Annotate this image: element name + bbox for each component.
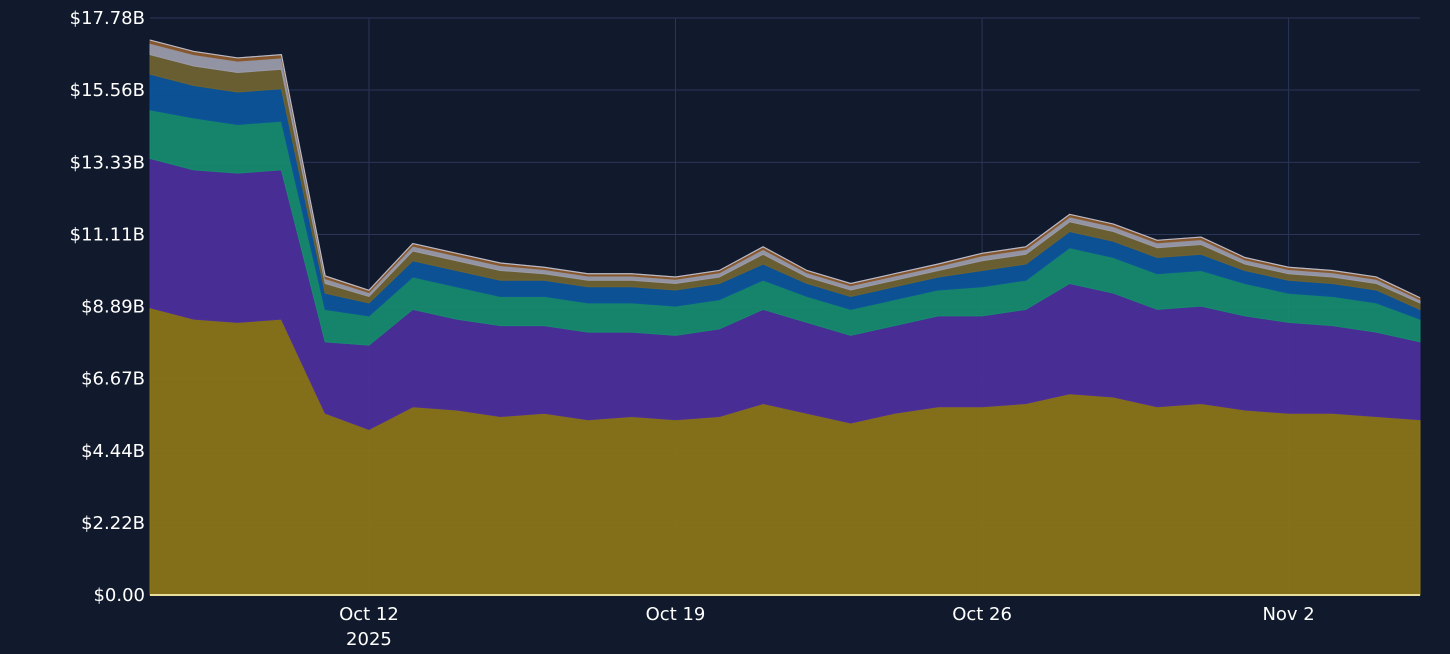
x-tick-sublabel: 2025 [346,629,392,650]
y-tick-label: $6.67B [81,369,145,390]
x-tick-label: Oct 26 [952,604,1012,625]
y-tick-label: $15.56B [70,80,145,101]
axis-layer: $0.00 $2.22B $4.44B $6.67B $8.89B $11.11B $13.… [70,8,1420,650]
y-tick-label: $0.00 [93,585,145,606]
area-layer [149,39,1421,596]
x-tick-label: Oct 19 [646,604,706,625]
y-tick-label: $4.44B [81,441,145,462]
y-tick-label: $13.33B [70,152,145,173]
y-tick-label: $17.78B [70,8,145,29]
x-tick-label: Nov 2 [1262,604,1314,625]
y-tick-label: $2.22B [81,513,145,534]
x-tick-label: Oct 12 [339,604,399,625]
stack-top-outline [149,39,1421,299]
y-tick-label: $8.89B [81,297,145,318]
y-tick-label: $11.11B [70,224,145,245]
